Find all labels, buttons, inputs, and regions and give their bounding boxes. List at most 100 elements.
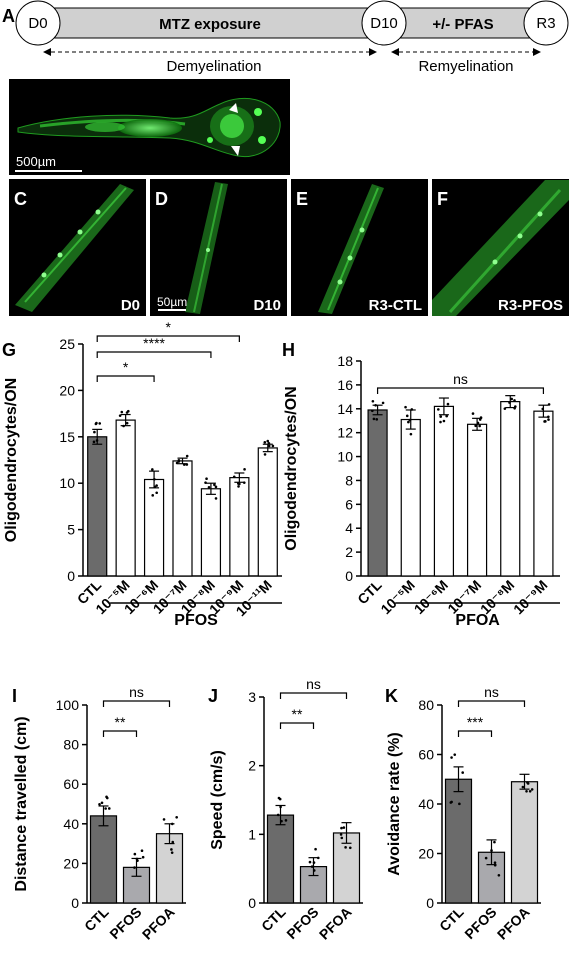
significance-label-i-0: ** xyxy=(115,714,126,730)
data-point-h-4-1 xyxy=(508,401,511,404)
data-point-j-1-1 xyxy=(312,869,316,872)
category-label-j-2: PFOA xyxy=(316,904,355,943)
fiber-image-c: C D0 xyxy=(9,179,146,316)
timeline-node-d10-label: D10 xyxy=(370,15,398,32)
y-tick-label-g-2: 10 xyxy=(59,475,75,491)
y-tick-label-i-3: 60 xyxy=(63,776,79,792)
data-point-k-1-4 xyxy=(493,863,497,867)
significance-label-g-2: * xyxy=(166,319,172,335)
data-point-g-4-5 xyxy=(205,477,208,481)
data-point-h-0-4 xyxy=(372,417,376,421)
data-point-h-0-3 xyxy=(371,399,375,403)
data-point-g-4-3 xyxy=(213,483,216,487)
y-tick-label-i-2: 40 xyxy=(63,816,79,832)
data-point-i-2-2 xyxy=(171,840,175,844)
data-point-j-0-0 xyxy=(284,819,288,822)
fiber-image-d: D 50µm D10 xyxy=(150,179,287,316)
image-label-d0: D0 xyxy=(121,297,140,314)
category-label-h-3: 10⁻⁷M xyxy=(444,577,484,617)
data-point-h-1-3 xyxy=(404,405,407,409)
bar-g-2 xyxy=(143,478,165,577)
category-label-i-1: PFOS xyxy=(106,904,144,942)
data-point-i-0-5 xyxy=(98,803,101,806)
data-point-j-2-2 xyxy=(340,836,344,840)
bar-j-2 xyxy=(332,832,361,904)
bar-g-5 xyxy=(229,477,250,577)
data-point-i-0-2 xyxy=(100,801,104,805)
data-point-k-2-5 xyxy=(528,789,532,793)
data-point-h-1-2 xyxy=(407,420,410,424)
bar-g-4 xyxy=(200,488,222,577)
data-point-g-1-4 xyxy=(122,424,125,428)
data-point-k-2-3 xyxy=(521,785,525,789)
data-point-k-1-3 xyxy=(493,840,496,844)
data-point-g-5-5 xyxy=(237,485,240,488)
data-point-h-5-5 xyxy=(544,420,547,423)
y-tick-label-g-5: 25 xyxy=(59,336,75,352)
timeline-bar-mtz xyxy=(39,7,381,39)
bar-i-2 xyxy=(155,833,184,904)
data-point-j-1-5 xyxy=(312,861,316,864)
data-point-g-2-1 xyxy=(155,484,158,487)
y-tick-label-h-7: 14 xyxy=(337,401,353,417)
data-point-g-6-2 xyxy=(263,440,267,444)
larva-image: 500µm xyxy=(9,79,290,175)
bar-h-4 xyxy=(500,401,521,577)
significance-bracket-i-0 xyxy=(102,730,138,737)
significance-bracket-k-0 xyxy=(457,730,493,737)
y-tick-label-j-3: 3 xyxy=(248,689,256,705)
data-point-h-1-4 xyxy=(408,418,412,422)
bar-k-2 xyxy=(510,781,539,904)
timeline-node-d0 xyxy=(15,0,61,46)
panel-letter-i: I xyxy=(12,686,17,706)
y-tick-label-h-3: 6 xyxy=(345,496,353,512)
bar-h-1 xyxy=(400,418,421,577)
data-point-k-0-3 xyxy=(450,756,453,759)
y-tick-label-h-8: 16 xyxy=(337,377,353,393)
data-point-g-4-1 xyxy=(204,481,207,484)
image-letter-c: C xyxy=(14,189,27,209)
data-point-g-6-0 xyxy=(266,439,270,443)
significance-label-j-1: ns xyxy=(306,676,321,692)
chart-g: G0510152025Oligodendrocytes/ONCTL10⁻⁵M10… xyxy=(2,319,282,629)
panel-letter-h: H xyxy=(282,340,295,360)
significance-label-j-0: ** xyxy=(292,706,303,722)
data-point-h-0-1 xyxy=(371,409,374,413)
data-point-h-0-5 xyxy=(381,401,385,405)
data-point-g-5-1 xyxy=(243,468,246,471)
y-tick-label-h-4: 8 xyxy=(345,472,353,488)
data-point-j-0-5 xyxy=(279,805,282,809)
significance-label-h-0: ns xyxy=(453,371,468,387)
data-point-g-6-5 xyxy=(263,453,267,456)
y-tick-label-i-5: 100 xyxy=(56,697,80,713)
data-point-h-2-2 xyxy=(439,415,443,418)
chart-h: H024681012141618Oligodendrocytes/ONCTL10… xyxy=(282,340,560,629)
data-point-g-5-4 xyxy=(237,482,240,485)
data-point-g-2-5 xyxy=(151,494,155,497)
data-point-i-1-1 xyxy=(133,866,136,869)
y-axis-title-h: Oligodendrocytes/ON xyxy=(283,386,300,550)
fiber-image-e: E R3-CTL xyxy=(291,179,428,316)
significance-bracket-g-2 xyxy=(96,335,240,342)
data-point-j-1-4 xyxy=(314,847,317,851)
data-point-i-1-5 xyxy=(136,859,139,862)
data-point-j-2-5 xyxy=(348,846,352,850)
data-point-k-1-0 xyxy=(484,856,488,860)
larva-scale-bar: 500µm xyxy=(16,154,56,169)
data-point-g-5-3 xyxy=(232,475,236,479)
image-letter-f: F xyxy=(437,189,448,209)
data-point-g-6-4 xyxy=(271,444,275,448)
data-point-k-1-2 xyxy=(497,874,501,877)
y-tick-label-g-4: 20 xyxy=(59,382,75,398)
phase-label-demyelination: Demyelination xyxy=(166,58,261,75)
timeline-node-r3-label: R3 xyxy=(536,15,555,32)
category-label-h-5: 10⁻⁹M xyxy=(510,577,551,618)
data-point-i-1-0 xyxy=(133,852,137,856)
data-point-g-0-5 xyxy=(98,422,102,425)
data-point-g-2-3 xyxy=(153,477,156,481)
significance-label-g-0: * xyxy=(123,359,129,375)
data-point-g-2-0 xyxy=(151,468,154,471)
panel-letter-g: G xyxy=(2,340,16,360)
data-point-g-4-0 xyxy=(207,485,211,489)
